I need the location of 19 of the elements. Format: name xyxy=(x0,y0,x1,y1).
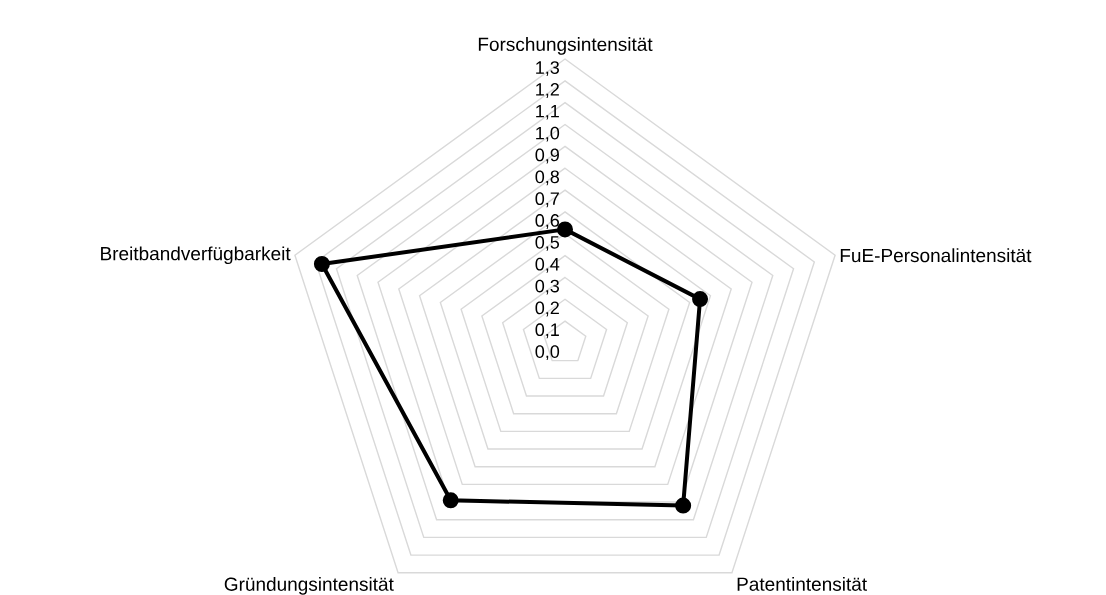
y-tick-label: 0,9 xyxy=(535,148,559,164)
spoke-label: Breitbandverfügbarkeit xyxy=(101,246,291,265)
y-tick-label: 1,3 xyxy=(536,61,560,77)
spoke-label: FuE-Personalintensität xyxy=(840,248,1032,263)
y-tick-label: 0,1 xyxy=(535,323,559,339)
y-tick-label: 1,0 xyxy=(536,126,560,142)
y-tick-label: 0,2 xyxy=(535,301,559,317)
y-tick-label: 0,5 xyxy=(535,235,560,251)
y-tick-label: 0,7 xyxy=(535,192,559,208)
y-tick-label: 0,8 xyxy=(535,170,560,186)
spoke-label: Forschungsintensität xyxy=(478,37,653,55)
y-tick-label: 0,6 xyxy=(535,214,560,229)
y-tick-label: 0,3 xyxy=(535,279,560,295)
y-tick-label: 0,0 xyxy=(535,345,560,361)
spoke-label: Patentintensität xyxy=(737,576,867,591)
spoke-label: Gründungsintensität xyxy=(224,576,394,595)
y-tick-label: 1,1 xyxy=(536,104,559,120)
y-tick-label: 1,2 xyxy=(536,83,559,98)
y-tick-label: 0,4 xyxy=(535,257,560,273)
